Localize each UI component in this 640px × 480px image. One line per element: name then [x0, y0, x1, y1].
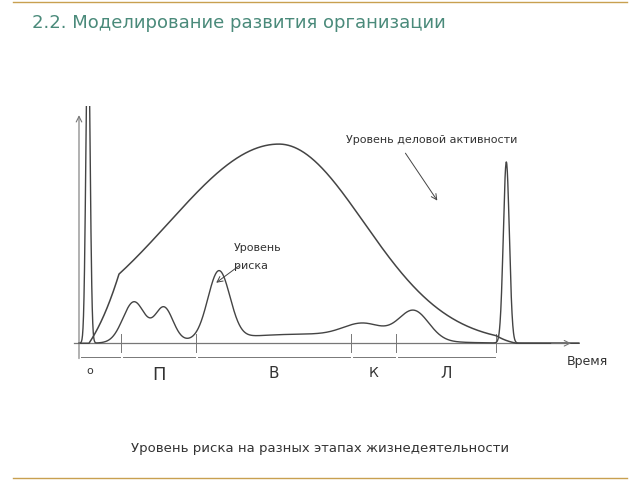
Text: П: П [152, 366, 166, 384]
Text: Уровень риска на разных этапах жизнедеятельности: Уровень риска на разных этапах жизнедеят… [131, 442, 509, 455]
Text: В: В [269, 366, 279, 381]
Text: Время: Время [566, 355, 607, 368]
Text: риска: риска [234, 261, 268, 271]
Text: Л: Л [440, 366, 452, 381]
Text: К: К [369, 366, 379, 380]
Text: 2.2. Моделирование развития организации: 2.2. Моделирование развития организации [32, 14, 445, 33]
Text: о: о [86, 366, 93, 376]
Text: Уровень: Уровень [234, 243, 282, 253]
Text: Уровень деловой активности: Уровень деловой активности [346, 134, 518, 144]
